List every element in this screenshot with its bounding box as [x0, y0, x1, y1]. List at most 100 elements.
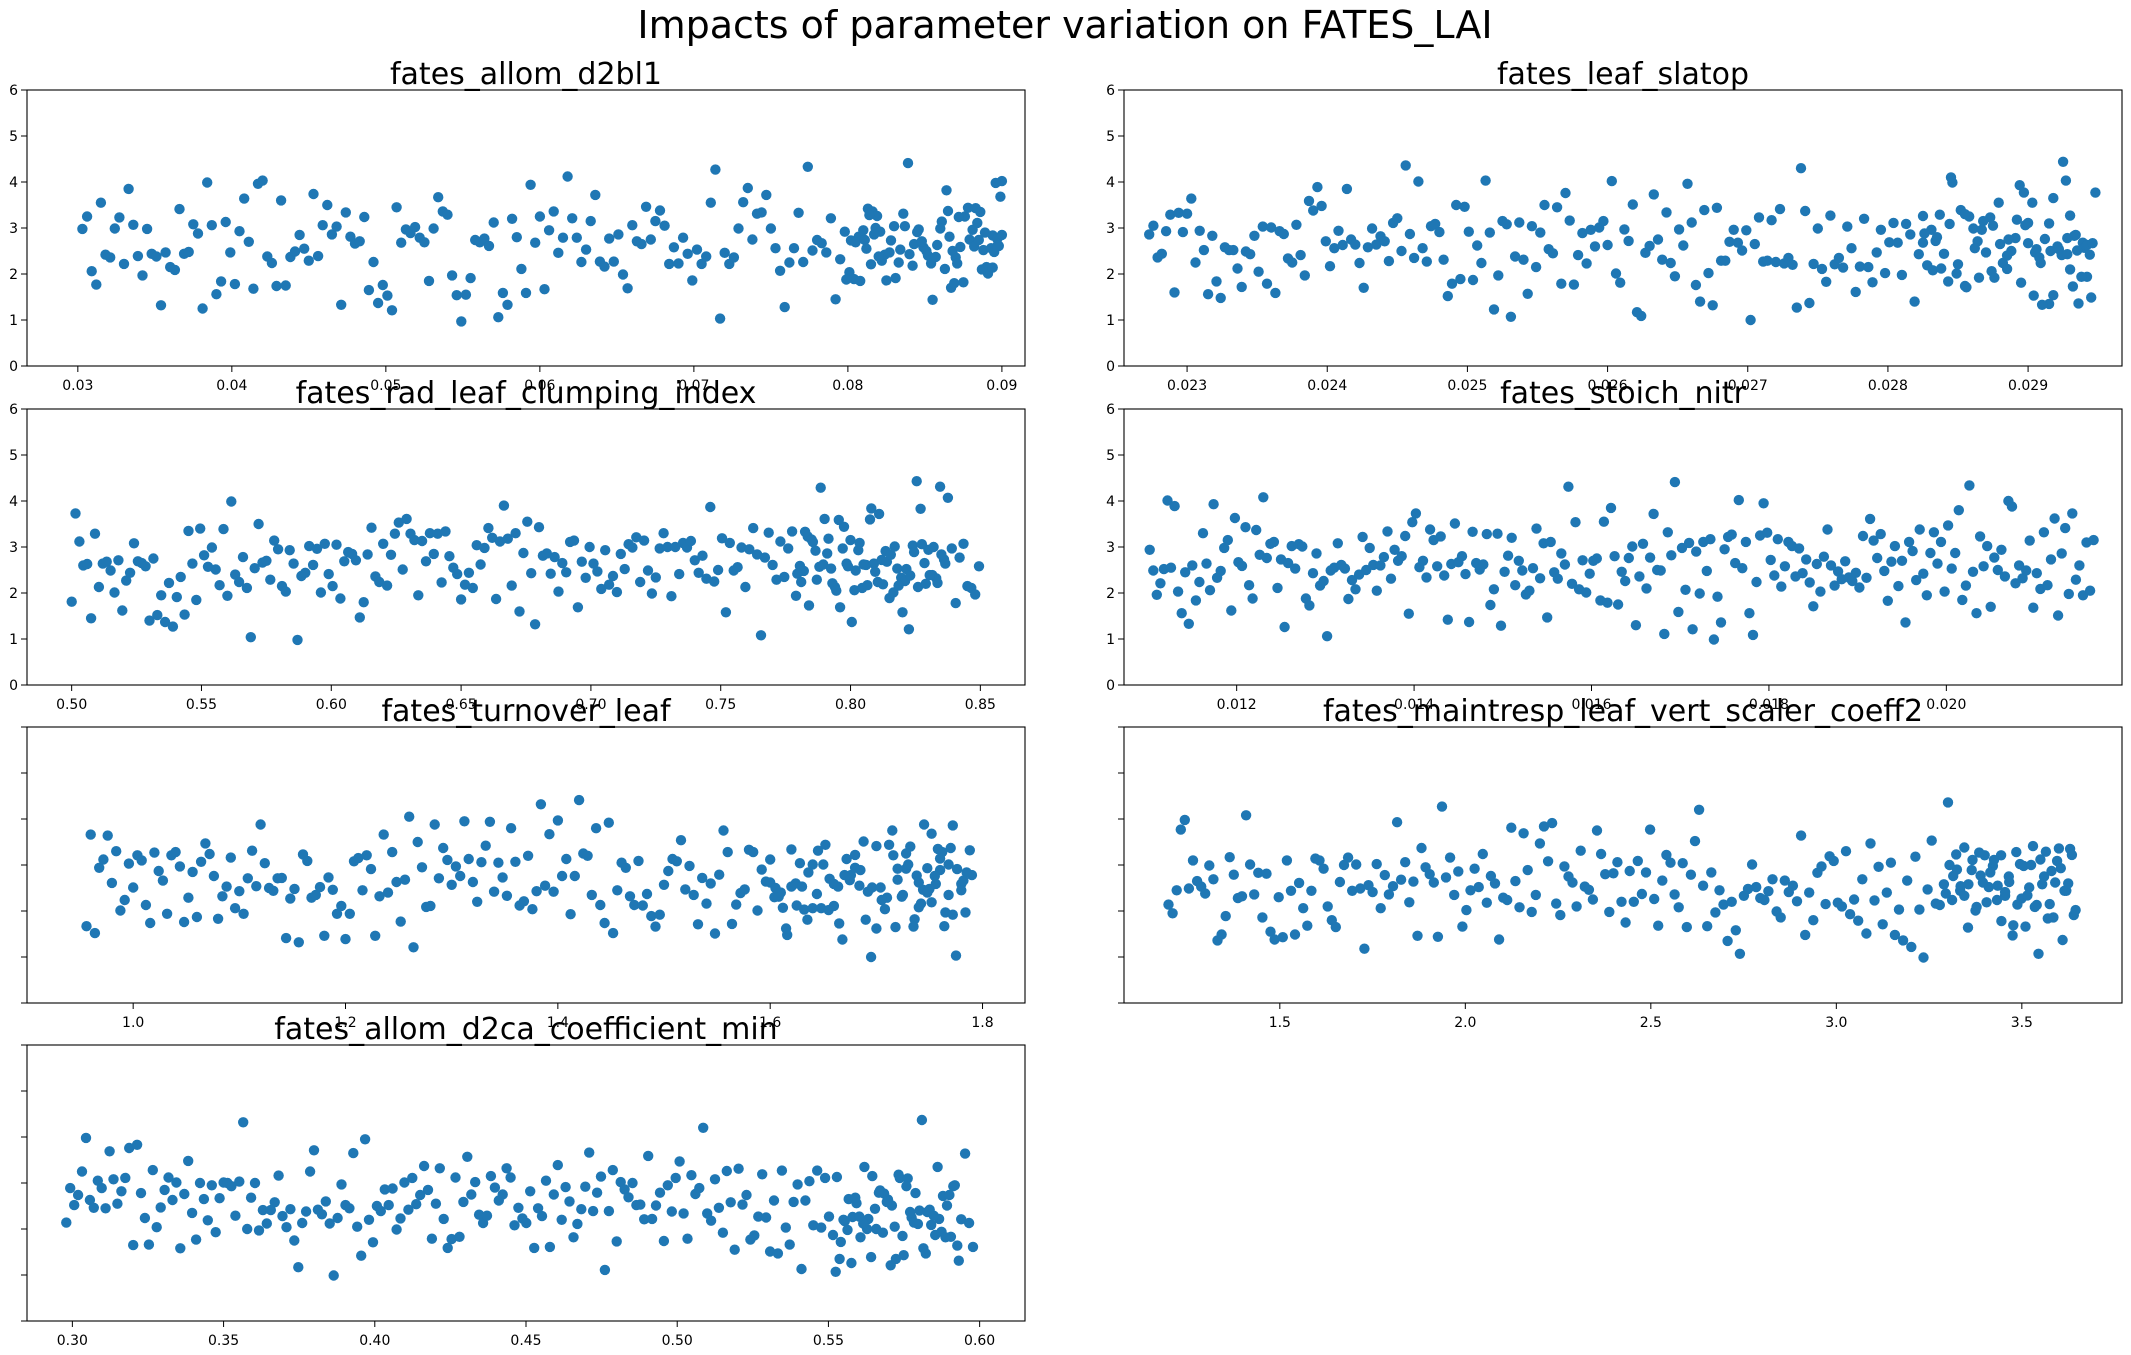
y-tick-label: 6	[9, 83, 18, 99]
scatter-point	[862, 580, 873, 591]
scatter-point	[320, 1196, 331, 1207]
scatter-point	[149, 847, 160, 858]
scatter-point	[803, 600, 815, 611]
scatter-point	[1257, 912, 1268, 923]
scatter-point	[2073, 298, 2084, 309]
scatter-point	[425, 900, 436, 912]
scatter-point	[1539, 199, 1550, 211]
scatter-point	[796, 881, 808, 892]
scatter-point	[2088, 534, 2099, 546]
scatter-point	[480, 840, 491, 851]
scatter-point	[281, 1222, 292, 1233]
scatter-point	[1822, 524, 1833, 535]
scatter-point	[1981, 897, 1992, 908]
scatter-point	[61, 1217, 72, 1228]
scatter-point	[780, 923, 792, 934]
x-tick-label: 0.020	[1926, 697, 1966, 713]
scatter-point	[1944, 218, 1955, 230]
scatter-point	[2048, 192, 2059, 204]
scatter-point	[299, 243, 310, 254]
scatter-point	[553, 247, 564, 258]
scatter-point	[292, 634, 303, 646]
scatter-point	[1970, 905, 1981, 916]
scatter-point	[1493, 270, 1504, 281]
scatter-point	[662, 1180, 673, 1191]
scatter-point	[280, 280, 291, 291]
scatter-point	[850, 237, 861, 248]
scatter-point	[1653, 920, 1664, 931]
scatter-point	[522, 516, 533, 527]
scatter-point	[2064, 264, 2076, 275]
scatter-point	[493, 312, 504, 323]
scatter-point	[1800, 205, 1811, 217]
scatter-point	[950, 597, 961, 609]
scatter-point	[1438, 254, 1449, 265]
scatter-point	[637, 900, 648, 911]
scatter-point	[1857, 874, 1868, 885]
scatter-point	[2084, 585, 2096, 596]
scatter-point	[907, 260, 918, 271]
scatter-point	[678, 1208, 689, 1219]
y-tick-label: 4	[9, 175, 18, 191]
scatter-point	[658, 1235, 670, 1247]
scatter-point	[763, 527, 774, 538]
scatter-point	[1632, 855, 1644, 867]
scatter-point	[1169, 287, 1180, 298]
scatter-point	[1169, 500, 1180, 512]
scatter-point	[1546, 817, 1558, 829]
scatter-point	[238, 908, 249, 919]
scatter-point	[841, 274, 852, 285]
scatter-point	[1724, 236, 1735, 247]
scatter-point	[1946, 563, 1957, 574]
scatter-series	[1144, 156, 2101, 326]
y-tick-label: 3	[1106, 540, 1115, 556]
scatter-point	[488, 217, 499, 228]
scatter-point	[1683, 537, 1695, 549]
scatter-point	[1459, 201, 1470, 212]
scatter-point	[1991, 894, 2003, 906]
scatter-point	[849, 849, 861, 861]
scatter-point	[2057, 156, 2069, 167]
scatter-point	[1612, 857, 1623, 868]
scatter-point	[1366, 223, 1378, 234]
scatter-point	[659, 220, 670, 231]
scatter-point	[1172, 586, 1184, 597]
scatter-point	[684, 860, 695, 872]
scatter-point	[293, 1262, 304, 1273]
scatter-point	[1358, 282, 1369, 293]
scatter-point	[2037, 879, 2048, 890]
scatter-point	[1253, 266, 1264, 277]
scatter-point	[1396, 245, 1407, 257]
scatter-point	[947, 820, 958, 831]
scatter-point	[2024, 882, 2035, 893]
scatter-point	[1207, 230, 1218, 241]
scatter-point	[183, 892, 194, 903]
scatter-point	[854, 537, 865, 549]
scatter-point	[792, 1179, 803, 1190]
scatter-point	[1295, 249, 1306, 261]
scatter-point	[831, 585, 842, 596]
scatter-point	[1404, 897, 1415, 908]
scatter-point	[1816, 861, 1827, 872]
x-tick-label: 0.65	[446, 697, 477, 713]
scatter-point	[2062, 232, 2073, 244]
scatter-point	[871, 210, 883, 222]
scatter-point	[409, 221, 421, 233]
scatter-point	[1342, 852, 1354, 863]
scatter-point	[359, 211, 370, 223]
scatter-point	[944, 1189, 955, 1201]
scatter-point	[850, 565, 861, 576]
x-tick-label: 0.028	[1868, 378, 1908, 394]
scatter-point	[1200, 888, 1211, 899]
scatter-point	[1694, 296, 1706, 307]
scatter-point	[664, 258, 675, 270]
scatter-point	[967, 1241, 979, 1253]
scatter-point	[1247, 593, 1258, 604]
scatter-point	[1776, 581, 1787, 592]
scatter-point	[234, 886, 245, 897]
y-tick-label: 1	[1106, 313, 1115, 329]
x-tick-label: 0.35	[208, 1333, 239, 1349]
scatter-point	[858, 225, 869, 236]
scatter-point	[2036, 299, 2048, 310]
